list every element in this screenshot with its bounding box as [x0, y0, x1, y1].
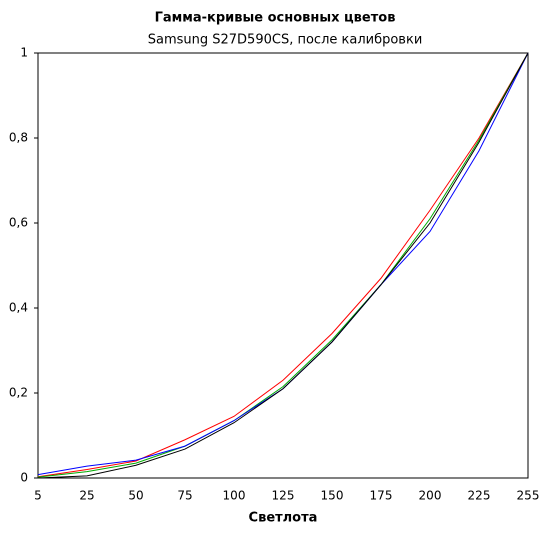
y-tick-label: 0,2 — [9, 386, 28, 400]
x-axis-title: Светлота — [249, 511, 318, 526]
x-tick-label: 225 — [468, 489, 491, 503]
series-line — [37, 52, 529, 478]
y-tick-label: 0,6 — [9, 216, 28, 230]
y-tick-label: 1 — [20, 46, 28, 60]
x-tick-label: 5 — [34, 489, 42, 503]
x-tick-label: 50 — [128, 489, 143, 503]
x-tick-label: 175 — [370, 489, 393, 503]
y-tick-label: 0 — [20, 471, 28, 485]
x-tick-label: 100 — [223, 489, 246, 503]
y-tick-label: 0,4 — [9, 301, 28, 315]
x-tick-label: 75 — [177, 489, 192, 503]
x-tick-label: 255 — [517, 489, 540, 503]
series-line — [37, 52, 529, 479]
x-tick-label: 150 — [321, 489, 344, 503]
x-tick-label: 125 — [272, 489, 295, 503]
chart-subtitle: Samsung S27D590CS, после калибровки — [148, 33, 423, 48]
plot-frame — [37, 52, 529, 479]
x-tick-label: 200 — [419, 489, 442, 503]
y-tick-label: 0,8 — [9, 131, 28, 145]
series-line — [37, 52, 529, 478]
series-line — [37, 52, 529, 476]
chart-title: Гамма-кривые основных цветов — [155, 11, 396, 26]
x-tick-label: 25 — [79, 489, 94, 503]
